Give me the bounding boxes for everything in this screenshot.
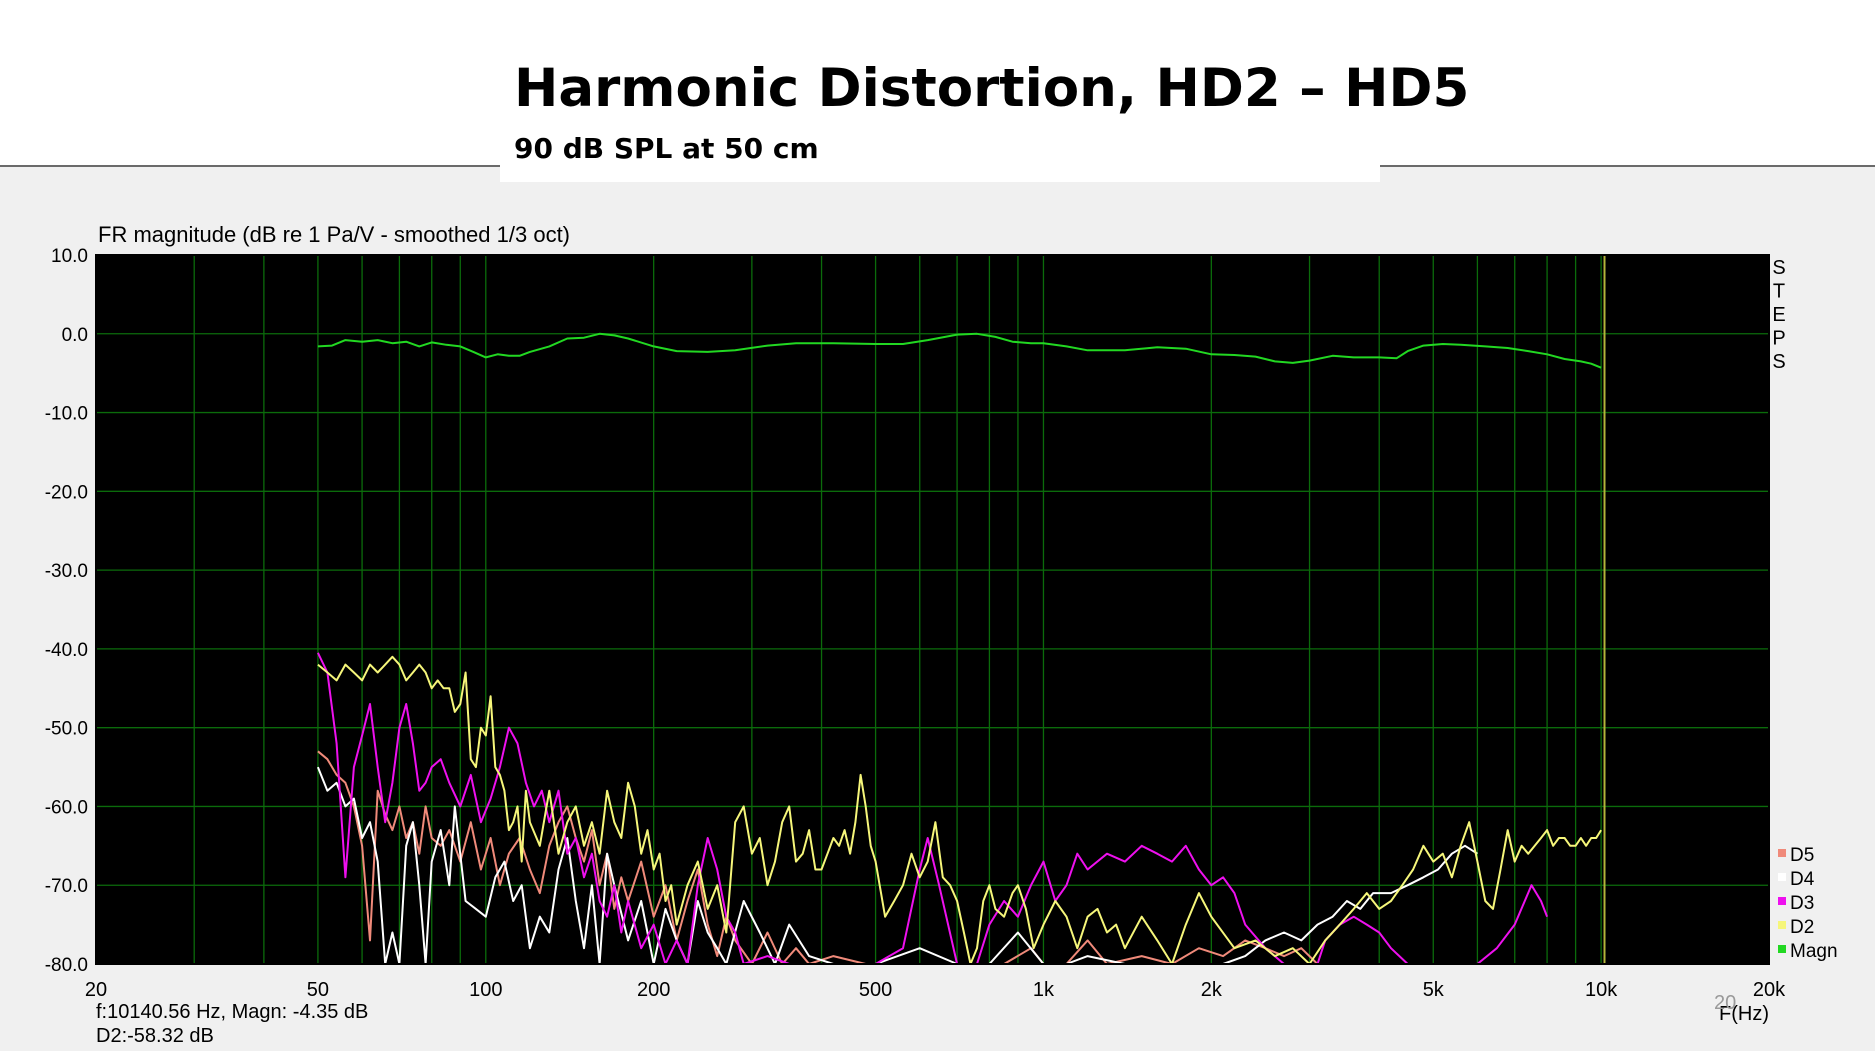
cursor-readout-line1: f:10140.56 Hz, Magn: -4.35 dB — [96, 1001, 369, 1023]
y-tick-label: -50.0 — [45, 719, 88, 740]
x-tick-label: 20 — [85, 979, 107, 1001]
side-label-letter: S — [1772, 351, 1785, 373]
y-tick-label: -80.0 — [45, 955, 88, 976]
legend-swatch-d5 — [1778, 849, 1786, 857]
side-label-letter: E — [1772, 304, 1785, 326]
x-tick-label: 5k — [1423, 979, 1445, 1001]
y-tick-label: -20.0 — [45, 482, 88, 503]
plot-grid — [96, 255, 1769, 964]
legend-swatch-magn — [1778, 945, 1786, 953]
cursor-readout-line2: D2:-58.32 dB — [96, 1025, 214, 1047]
slide-header — [0, 0, 1875, 167]
x-tick-label: 10k — [1585, 979, 1618, 1001]
slide-header-tab — [500, 160, 1380, 182]
series-line-magn — [317, 332, 1602, 369]
side-label-letter: S — [1772, 257, 1785, 279]
x-tick-label: 50 — [307, 979, 329, 1001]
legend-label-d5: D5 — [1790, 845, 1814, 866]
legend-swatch-d2 — [1778, 921, 1786, 929]
y-tick-label: -30.0 — [45, 561, 88, 582]
legend-label-magn: Magn — [1790, 941, 1838, 962]
legend-label-d2: D2 — [1790, 917, 1814, 938]
legend-swatch-d3 — [1778, 897, 1786, 905]
legend-label-d3: D3 — [1790, 893, 1814, 914]
x-tick-label: 200 — [637, 979, 670, 1001]
legend-swatch-d4 — [1778, 873, 1786, 881]
x-tick-label: 500 — [859, 979, 892, 1001]
y-axis-ticks: 10.0 0.0 -10.0 -20.0 -30.0 -40.0 -50.0 -60.0 -70… — [45, 246, 88, 976]
side-label-letter: T — [1773, 281, 1785, 303]
y-tick-label: -70.0 — [45, 876, 88, 897]
side-label-letter: P — [1772, 328, 1785, 350]
y-tick-label: 10.0 — [51, 246, 88, 267]
y-tick-label: 0.0 — [62, 325, 88, 346]
slide-title: Harmonic Distortion, HD2 – HD5 — [514, 58, 1470, 119]
plot-border — [95, 254, 1770, 965]
y-tick-label: -40.0 — [45, 640, 88, 661]
y-tick-label: -60.0 — [45, 797, 88, 818]
legend-label-d4: D4 — [1790, 869, 1815, 890]
x-tick-label: 20k — [1753, 979, 1786, 1001]
x-tick-label: 100 — [469, 979, 502, 1001]
page-number: 20 — [1714, 992, 1737, 1014]
slide-subtitle: 90 dB SPL at 50 cm — [514, 132, 819, 165]
x-tick-label: 1k — [1033, 979, 1055, 1001]
x-tick-label: 2k — [1201, 979, 1223, 1001]
series-line-d2 — [317, 655, 1602, 965]
series-line-d4 — [316, 766, 1478, 965]
plot-title: FR magnitude (dB re 1 Pa/V - smoothed 1/… — [98, 222, 571, 247]
legend: D5 D4 D3 D2 Magn — [1778, 845, 1838, 962]
x-axis-unit-label: F(Hz) — [1719, 1003, 1769, 1025]
y-tick-label: -10.0 — [45, 404, 88, 425]
x-axis-ticks: 20 50 100 200 500 1k 2k 5k 10k 20k — [85, 979, 1786, 1001]
